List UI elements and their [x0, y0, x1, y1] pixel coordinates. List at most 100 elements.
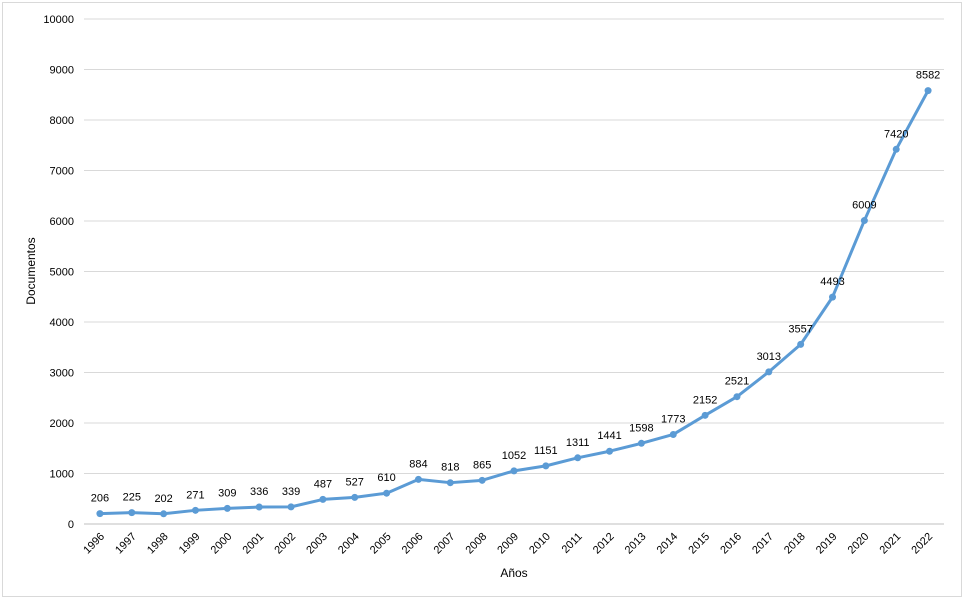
- x-tick-label: 2022: [909, 531, 935, 557]
- data-point: [446, 479, 454, 487]
- data-point: [128, 509, 136, 517]
- x-tick-label: 2013: [623, 531, 649, 557]
- y-tick-label: 4000: [50, 317, 74, 329]
- x-tick-label: 2001: [241, 531, 267, 557]
- x-tick-label: 2006: [400, 531, 426, 557]
- data-label: 1598: [629, 422, 653, 434]
- data-label: 4493: [820, 276, 844, 288]
- data-label: 865: [473, 459, 491, 471]
- data-label: 2152: [693, 394, 717, 406]
- x-tick-label: 1996: [81, 531, 107, 557]
- data-point: [669, 430, 677, 438]
- data-label: 487: [314, 478, 332, 490]
- data-label: 271: [186, 489, 204, 501]
- data-point: [733, 393, 741, 401]
- y-tick-label: 0: [68, 519, 74, 531]
- y-tick-label: 8000: [50, 115, 74, 127]
- x-tick-label: 2007: [432, 531, 458, 557]
- data-label: 3557: [788, 323, 812, 335]
- data-point: [574, 454, 582, 462]
- data-label: 202: [154, 493, 172, 505]
- data-labels: 206 225 202 271 309 336 339 487 527 610 884 818 865 1…: [91, 70, 941, 505]
- x-tick-label: 1997: [113, 531, 139, 557]
- data-point: [606, 447, 614, 455]
- data-point: [191, 506, 199, 514]
- x-tick-label: 2011: [560, 531, 585, 556]
- x-tick-label: 2010: [527, 531, 553, 557]
- x-tick-label: 2009: [495, 531, 521, 557]
- data-point: [287, 503, 295, 511]
- data-label: 336: [250, 486, 268, 498]
- data-point: [255, 503, 263, 511]
- data-point: [542, 462, 550, 470]
- data-point: [829, 293, 837, 301]
- data-label: 6009: [852, 200, 876, 212]
- y-axis-title: Documentos: [24, 237, 38, 304]
- x-tick-label: 2000: [209, 531, 235, 557]
- data-point: [701, 411, 709, 419]
- data-label: 2521: [725, 376, 749, 388]
- x-tick-label: 2019: [814, 531, 840, 557]
- x-tick-label: 1999: [177, 531, 203, 557]
- x-axis-title: Años: [500, 566, 527, 580]
- y-tick-label: 5000: [50, 267, 74, 279]
- x-tick-label: 2018: [782, 531, 808, 557]
- data-point: [478, 476, 486, 484]
- y-tick-label: 1000: [50, 469, 74, 481]
- x-tick-label: 2012: [591, 531, 617, 557]
- data-label: 1311: [566, 437, 590, 449]
- x-tick-label: 2017: [750, 531, 776, 557]
- x-tick-label: 2014: [655, 531, 681, 557]
- y-tick-label: 7000: [50, 166, 74, 178]
- data-label: 8582: [916, 70, 940, 82]
- data-point: [765, 368, 773, 376]
- data-label: 527: [346, 476, 364, 488]
- gridlines: [84, 18, 944, 525]
- x-tick-label: 2002: [272, 531, 298, 557]
- x-tick-label: 2003: [304, 531, 330, 557]
- x-tick-label: 2020: [846, 531, 872, 557]
- data-label: 1151: [534, 445, 558, 457]
- data-point: [383, 489, 391, 497]
- data-label: 339: [282, 486, 300, 498]
- data-label: 884: [409, 458, 427, 470]
- data-point: [797, 340, 805, 348]
- series-group: [96, 87, 932, 518]
- data-label: 1441: [597, 430, 621, 442]
- data-label: 610: [377, 472, 395, 484]
- y-tick-label: 2000: [50, 418, 74, 430]
- data-label: 309: [218, 487, 236, 499]
- y-tick-label: 3000: [50, 368, 74, 380]
- data-label: 818: [441, 462, 459, 474]
- data-label: 3013: [757, 351, 781, 363]
- x-tick-label: 1998: [145, 531, 171, 557]
- data-point: [892, 145, 900, 153]
- data-label: 225: [123, 492, 141, 504]
- x-axis-ticks: 1996 1997 1998 1999 2000 2001 2002 2003 2004 2005…: [81, 531, 935, 557]
- data-point: [96, 510, 104, 518]
- y-tick-label: 6000: [50, 216, 74, 228]
- x-tick-label: 2008: [463, 531, 489, 557]
- data-point: [319, 495, 327, 503]
- data-label: 7420: [884, 128, 908, 140]
- x-tick-label: 2016: [718, 531, 744, 557]
- y-axis-ticks: 0 1000 2000 3000 4000 5000 6000 7000 8000 9000 100…: [43, 14, 74, 531]
- data-point: [223, 504, 231, 512]
- x-tick-label: 2004: [336, 531, 362, 557]
- data-label: 1773: [661, 413, 685, 425]
- x-tick-label: 2005: [368, 531, 394, 557]
- data-label: 1052: [502, 450, 526, 462]
- data-point: [637, 439, 645, 447]
- data-point: [510, 467, 518, 475]
- data-point: [860, 217, 868, 225]
- x-tick-label: 2015: [686, 531, 712, 557]
- data-point: [924, 87, 932, 95]
- y-tick-label: 10000: [43, 14, 74, 26]
- data-point: [351, 493, 359, 501]
- x-tick-label: 2021: [878, 531, 904, 557]
- data-label: 206: [91, 493, 109, 505]
- data-point: [160, 510, 168, 518]
- data-point: [414, 475, 422, 483]
